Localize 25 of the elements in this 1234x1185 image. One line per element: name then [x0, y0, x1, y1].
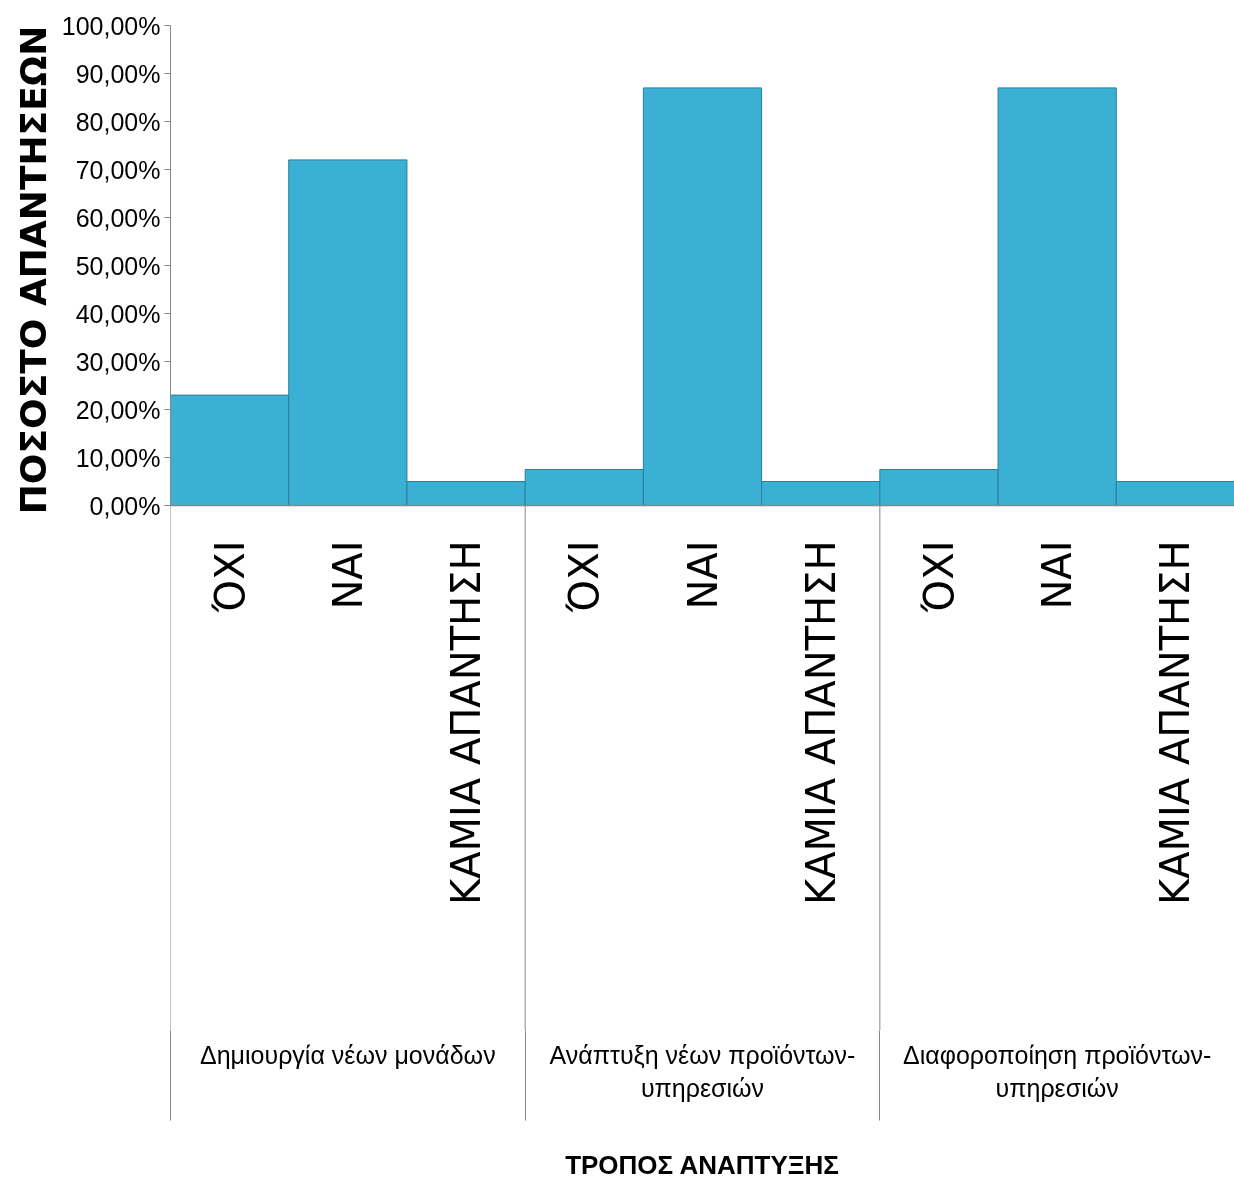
x-tick-label: ΚΑΜΙΑ ΑΠΑΝΤΗΣΗ: [797, 540, 844, 906]
y-tick-label: 40,00%: [75, 299, 161, 328]
y-tick-label: 10,00%: [75, 443, 161, 472]
x-tick-label: ΌΧΙ: [561, 540, 608, 614]
x-tick-label: ΌΧΙ: [206, 540, 253, 614]
text: Διαφοροποίηση προϊόντων-υπηρεσιών: [903, 1040, 1212, 1103]
y-tick-label: 100,00%: [61, 11, 161, 40]
y-tick-label: 90,00%: [75, 59, 161, 88]
y-tick-label: 70,00%: [75, 155, 161, 184]
y-tick-label: 50,00%: [75, 251, 161, 280]
y-tick-label: 60,00%: [75, 203, 161, 232]
text: Ανάπτυξη νέων προϊόντων-υπηρεσιών: [549, 1040, 856, 1103]
text: ΤΡΟΠΟΣ ΑΝΑΠΤΥΞΗΣ: [565, 1150, 839, 1181]
x-tick-label: ΌΧΙ: [915, 540, 962, 614]
y-tick-label: 0,00%: [89, 491, 161, 520]
text: Δημιουργία νέων μονάδων: [200, 1040, 496, 1069]
y-tick-label: 20,00%: [75, 395, 161, 424]
x-tick-label: ΝΑΙ: [1034, 540, 1081, 610]
x-tick-label: ΝΑΙ: [679, 540, 726, 610]
x-tick-label: ΝΑΙ: [324, 540, 371, 610]
x-tick-label: ΚΑΜΙΑ ΑΠΑΝΤΗΣΗ: [443, 540, 490, 906]
y-tick-label: 30,00%: [75, 347, 161, 376]
y-tick-label: 80,00%: [75, 107, 161, 136]
x-tick-label: ΚΑΜΙΑ ΑΠΑΝΤΗΣΗ: [1152, 540, 1199, 906]
y-axis-title: ΠΟΣΟΣΤΟ ΑΠΑΝΤΗΣΕΩΝ: [12, 25, 54, 515]
